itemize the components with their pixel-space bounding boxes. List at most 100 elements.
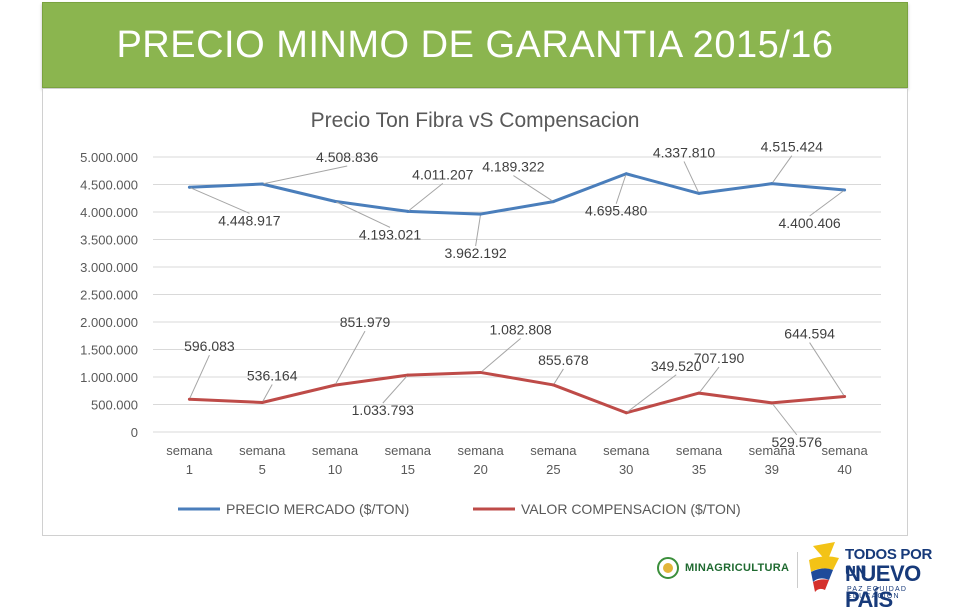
data-point bbox=[260, 182, 264, 186]
y-tick-label: 1.000.000 bbox=[80, 370, 138, 385]
data-point bbox=[333, 383, 337, 387]
data-point bbox=[770, 182, 774, 186]
todos-por-un-nuevo-pais-logo: TODOS POR UN NUEVO PAÍS PAZ EQUIDAD EDUC… bbox=[805, 540, 955, 612]
data-point bbox=[260, 401, 264, 405]
data-label-leader bbox=[809, 342, 846, 397]
y-tick-label: 4.500.000 bbox=[80, 178, 138, 193]
data-point bbox=[406, 373, 410, 377]
slide-title: PRECIO MINMO DE GARANTIA 2015/16 bbox=[116, 23, 834, 66]
data-point bbox=[843, 395, 847, 399]
data-label-leader bbox=[382, 374, 409, 404]
data-point bbox=[187, 397, 191, 401]
data-label-leader bbox=[615, 173, 627, 204]
data-label-leader bbox=[188, 355, 210, 400]
legend-label: VALOR COMPENSACION ($/TON) bbox=[521, 501, 741, 517]
data-label-leader bbox=[475, 214, 482, 247]
data-label: 4.448.917 bbox=[218, 212, 280, 228]
data-point bbox=[479, 370, 483, 374]
data-point bbox=[624, 411, 628, 415]
data-label: 3.962.192 bbox=[444, 245, 506, 261]
x-tick-label: semana bbox=[239, 443, 286, 458]
series-line bbox=[189, 370, 845, 415]
x-tick-label: 25 bbox=[546, 462, 560, 477]
x-tick-label: semana bbox=[385, 443, 432, 458]
y-tick-label: 5.000.000 bbox=[80, 150, 138, 165]
x-tick-label: semana bbox=[530, 443, 577, 458]
chart-title: Precio Ton Fibra vS Compensacion bbox=[311, 109, 640, 132]
data-point bbox=[333, 199, 337, 203]
data-label: 4.508.836 bbox=[316, 149, 378, 165]
data-label: 4.695.480 bbox=[585, 203, 647, 219]
data-label: 855.678 bbox=[538, 352, 589, 368]
tagline-line1: TODOS POR UN bbox=[845, 546, 933, 580]
data-label: 4.011.207 bbox=[412, 166, 473, 182]
data-label-leader bbox=[480, 338, 521, 373]
x-tick-label: semana bbox=[457, 443, 504, 458]
minagricultura-label: MINAGRICULTURA bbox=[685, 562, 790, 574]
x-tick-label: 30 bbox=[619, 462, 633, 477]
x-tick-label: 5 bbox=[259, 462, 266, 477]
data-point bbox=[406, 209, 410, 213]
x-tick-label: semana bbox=[166, 443, 213, 458]
y-tick-label: 500.000 bbox=[91, 398, 138, 413]
data-label: 851.979 bbox=[340, 314, 391, 330]
legend-label: PRECIO MERCADO ($/TON) bbox=[226, 501, 409, 517]
x-tick-label: 39 bbox=[765, 462, 779, 477]
x-tick-label: 10 bbox=[328, 462, 342, 477]
data-point bbox=[624, 172, 628, 176]
y-tick-label: 4.000.000 bbox=[80, 205, 138, 220]
data-point bbox=[697, 391, 701, 395]
data-label-leader bbox=[189, 186, 250, 214]
data-label: 644.594 bbox=[784, 326, 835, 342]
tagline-line3: PAZ EQUIDAD EDUCACIÓN bbox=[847, 586, 908, 600]
logo-divider bbox=[797, 552, 798, 588]
x-tick-label: semana bbox=[603, 443, 650, 458]
data-label-leader bbox=[407, 182, 444, 212]
coat-of-arms-icon bbox=[657, 557, 679, 579]
data-point bbox=[843, 188, 847, 192]
data-label-leader bbox=[334, 330, 366, 386]
data-label: 536.164 bbox=[247, 368, 298, 384]
x-tick-label: 15 bbox=[401, 462, 415, 477]
data-point bbox=[479, 212, 483, 216]
data-point bbox=[551, 200, 555, 204]
y-tick-label: 1.500.000 bbox=[80, 343, 138, 358]
data-label-leader bbox=[771, 402, 798, 436]
data-label: 1.082.808 bbox=[489, 321, 551, 337]
data-label-leader bbox=[771, 155, 793, 184]
data-label-leader bbox=[625, 374, 677, 414]
x-tick-label: semana bbox=[749, 443, 796, 458]
data-label: 349.520 bbox=[651, 358, 702, 374]
x-tick-label: semana bbox=[312, 443, 359, 458]
x-tick-label: 1 bbox=[186, 462, 193, 477]
minagricultura-logo: MINAGRICULTURA bbox=[657, 553, 792, 583]
data-point bbox=[187, 185, 191, 189]
x-tick-label: 40 bbox=[837, 462, 851, 477]
data-label: 596.083 bbox=[184, 338, 235, 354]
data-label: 707.190 bbox=[694, 350, 745, 366]
x-tick-label: 35 bbox=[692, 462, 706, 477]
x-tick-label: semana bbox=[821, 443, 868, 458]
y-tick-label: 3.500.000 bbox=[80, 233, 138, 248]
data-point bbox=[770, 401, 774, 405]
line-chart: Precio Ton Fibra vS Compensacion 0 500.000… bbox=[80, 109, 881, 517]
data-label: 529.576 bbox=[771, 434, 822, 450]
series-line bbox=[189, 172, 845, 216]
y-tick-label: 2.000.000 bbox=[80, 315, 138, 330]
data-label-leader bbox=[683, 161, 700, 194]
data-label: 4.400.406 bbox=[778, 215, 840, 231]
data-point bbox=[697, 191, 701, 195]
data-label: 4.515.424 bbox=[761, 139, 823, 155]
flag-swoosh-icon bbox=[809, 542, 839, 592]
x-tick-label: 20 bbox=[473, 462, 487, 477]
chart-container: Precio Ton Fibra vS Compensacion 0 500.000… bbox=[42, 88, 908, 536]
x-tick-label: semana bbox=[676, 443, 723, 458]
data-label: 4.189.322 bbox=[482, 159, 544, 175]
y-tick-label: 2.500.000 bbox=[80, 288, 138, 303]
data-label-leader bbox=[513, 175, 554, 203]
data-label: 1.033.793 bbox=[352, 402, 414, 418]
title-banner: PRECIO MINMO DE GARANTIA 2015/16 bbox=[42, 2, 908, 88]
data-label-leader bbox=[334, 200, 391, 228]
data-label: 4.193.021 bbox=[359, 226, 421, 242]
data-label-leader bbox=[809, 189, 845, 217]
